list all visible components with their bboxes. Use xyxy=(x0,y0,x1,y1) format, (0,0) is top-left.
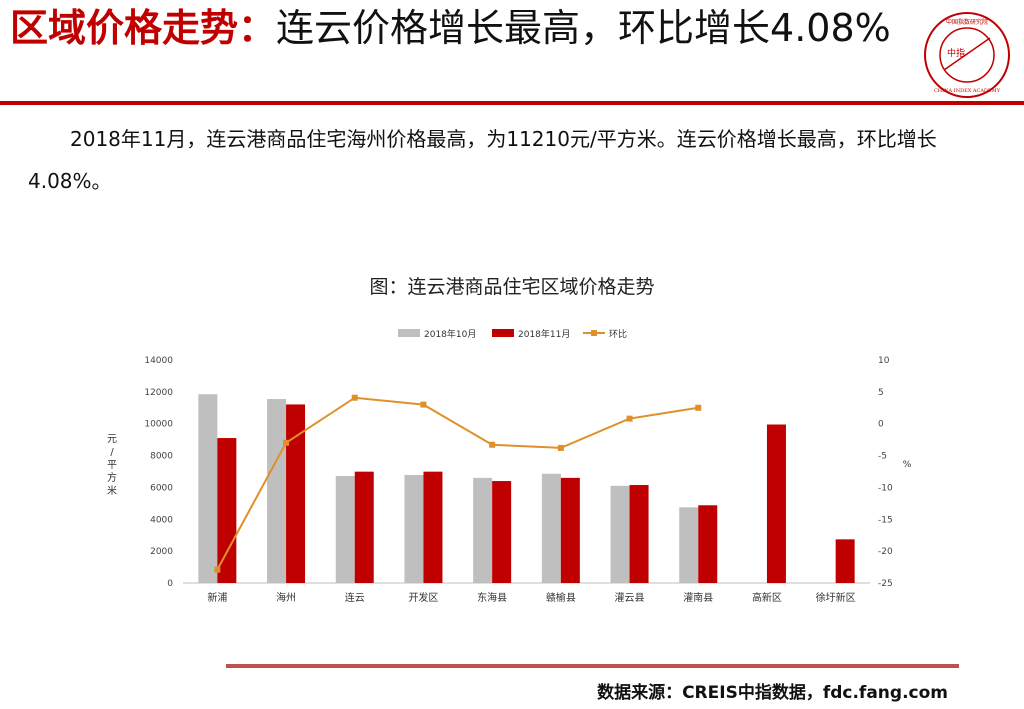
chart-title: 图：连云港商品住宅区域价格走势 xyxy=(369,276,655,298)
y-axis-label-char: 平 xyxy=(107,460,117,471)
y-tick-label: 6000 xyxy=(150,483,173,493)
mom-point-7 xyxy=(695,404,702,411)
y-axis-label-char: 元 xyxy=(107,434,117,445)
bar-oct-3 xyxy=(404,475,424,583)
x-tick-label: 灌南县 xyxy=(683,591,713,604)
x-tick-label: 灌云县 xyxy=(615,592,645,604)
bar-oct-6 xyxy=(610,485,630,583)
china-index-academy-logo: 中指 中国指数研究院 CHINA INDEX ACADEMY xyxy=(924,12,1010,98)
y2-tick-label: -25 xyxy=(878,579,893,589)
header-divider xyxy=(0,101,1024,105)
y2-tick-label: 10 xyxy=(878,356,890,366)
y2-tick-label: -5 xyxy=(878,452,887,462)
x-tick-label: 赣榆县 xyxy=(546,591,576,604)
bar-oct-5 xyxy=(541,473,561,583)
price-trend-chart: 0 2000 4000 6000 8000 10000 12000 14000 -25 -20 -1… xyxy=(107,328,912,604)
bar-nov-1 xyxy=(286,404,306,583)
bar-nov-8 xyxy=(766,424,786,583)
y-tick-label: 12000 xyxy=(144,388,173,398)
legend-label-mom: 环比 xyxy=(609,328,627,340)
x-tick-label: 徐圩新区 xyxy=(816,591,856,604)
mom-point-3 xyxy=(420,401,427,408)
bar-oct-0 xyxy=(198,394,218,583)
y-tick-label: 2000 xyxy=(150,547,173,557)
logo-english-text: CHINA INDEX ACADEMY xyxy=(934,88,1001,94)
mom-point-1 xyxy=(283,439,290,446)
intro-paragraph: 2018年11月，连云港商品住宅海州价格最高，为11210元/平方米。连云价格增… xyxy=(28,127,937,193)
x-tick-label: 东海县 xyxy=(477,591,507,604)
y2-tick-label: -15 xyxy=(878,515,893,525)
bar-nov-2 xyxy=(354,471,374,583)
y-tick-label: 8000 xyxy=(150,452,173,462)
title-rest: 连云价格增长最高，环比增长4.08% xyxy=(276,6,891,50)
legend-label-oct: 2018年10月 xyxy=(424,328,476,340)
x-tick-label: 连云 xyxy=(345,591,365,604)
title-highlight: 区域价格走势： xyxy=(10,6,277,50)
page-title: 区域价格走势：连云价格增长最高，环比增长4.08% xyxy=(10,4,910,52)
bar-oct-1 xyxy=(267,399,287,583)
bar-oct-7 xyxy=(679,507,699,583)
x-tick-label: 海州 xyxy=(276,591,296,604)
bar-nov-0 xyxy=(217,438,237,583)
y-tick-label: 0 xyxy=(167,579,173,589)
y-axis-label-char: 方 xyxy=(107,471,117,484)
bar-nov-9 xyxy=(835,539,855,583)
logo-center-text: 中指 xyxy=(947,47,965,59)
y2-tick-label: -20 xyxy=(878,547,893,557)
y-axis-label-char: / xyxy=(110,447,114,458)
mom-point-0 xyxy=(214,566,221,573)
mom-point-2 xyxy=(351,394,358,401)
data-source: 数据来源：CREIS中指数据，fdc.fang.com xyxy=(597,683,948,703)
y-tick-label: 10000 xyxy=(144,420,173,430)
legend-label-nov: 2018年11月 xyxy=(518,328,570,340)
bar-oct-2 xyxy=(335,475,355,583)
x-tick-label: 开发区 xyxy=(408,591,438,604)
x-tick-label: 高新区 xyxy=(752,591,782,604)
x-tick-label: 新浦 xyxy=(207,591,227,604)
y2-tick-label: 0 xyxy=(878,420,884,430)
y-tick-label: 4000 xyxy=(150,515,173,525)
mom-point-4 xyxy=(489,441,496,448)
bar-nov-4 xyxy=(492,481,512,583)
bar-nov-5 xyxy=(560,477,580,583)
legend-swatch-nov xyxy=(492,329,514,337)
mom-point-6 xyxy=(626,415,633,422)
bar-nov-3 xyxy=(423,471,443,583)
bar-oct-4 xyxy=(473,477,493,583)
y-tick-label: 14000 xyxy=(144,356,173,366)
legend-swatch-oct xyxy=(398,329,420,337)
y2-tick-label: -10 xyxy=(878,483,893,493)
y-axis-label-char: 米 xyxy=(107,484,117,497)
logo-arc-text: 中国指数研究院 xyxy=(946,18,988,26)
legend-marker-mom xyxy=(591,330,597,336)
bar-nov-7 xyxy=(698,505,718,583)
y2-axis-label: % xyxy=(903,460,912,470)
mom-line xyxy=(216,396,699,571)
footer-divider xyxy=(226,664,959,668)
bar-nov-6 xyxy=(629,485,649,583)
y2-tick-label: 5 xyxy=(878,388,884,398)
mom-point-5 xyxy=(557,444,564,451)
